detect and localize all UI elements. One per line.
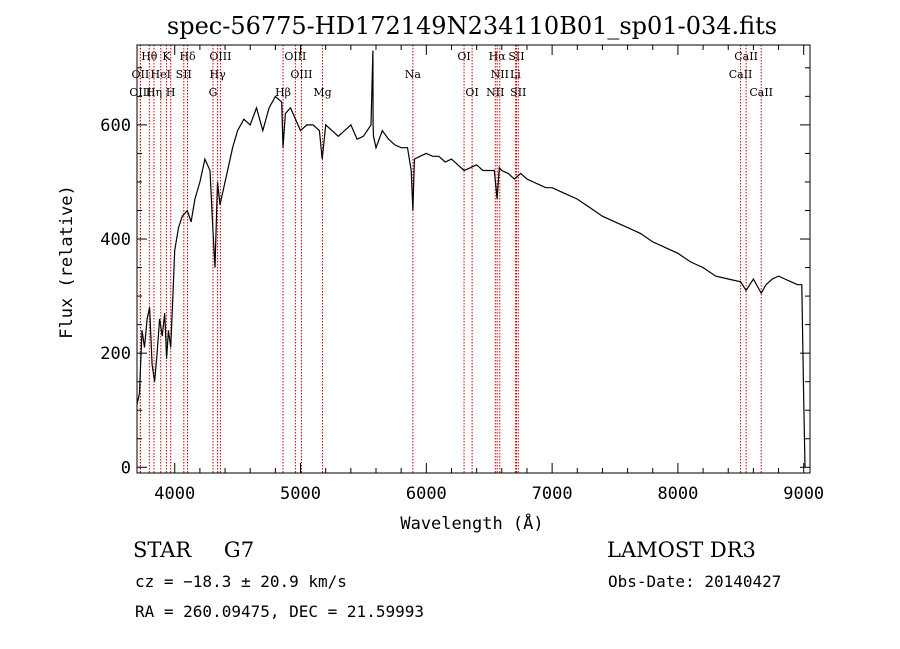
line-label: Hγ — [210, 68, 227, 81]
line-label: H — [166, 86, 176, 99]
line-label: OIII — [284, 50, 306, 63]
x-tick-label: 5000 — [280, 484, 321, 504]
line-label: CaII — [749, 86, 773, 99]
line-label: OI — [465, 86, 478, 99]
line-label: Li — [510, 68, 521, 81]
radec-text: RA = 260.09475, DEC = 21.59993 — [135, 602, 424, 621]
line-label: CaII — [734, 50, 758, 63]
line-label: Hη — [146, 86, 162, 99]
line-label: SII — [510, 86, 526, 99]
line-label: Hβ — [275, 86, 291, 99]
line-label: HeI — [151, 68, 171, 81]
line-label: SII — [176, 68, 192, 81]
y-tick-label: 600 — [100, 116, 131, 136]
object-class: STAR G7 — [133, 538, 254, 562]
line-label: OIII — [129, 86, 151, 99]
x-tick-label: 7000 — [532, 484, 573, 504]
y-tick-label: 200 — [100, 344, 131, 364]
obs-date-text: Obs-Date: 20140427 — [608, 572, 782, 591]
y-tick-label: 400 — [100, 230, 131, 250]
x-tick-label: 9000 — [783, 484, 824, 504]
line-label: OIII — [290, 68, 312, 81]
line-label: NII — [491, 68, 509, 81]
line-label: Hα — [489, 50, 507, 63]
line-label: Mg — [313, 86, 331, 99]
redshift-text: cz = −18.3 ± 20.9 km/s — [135, 572, 347, 591]
x-tick-label: 8000 — [657, 484, 698, 504]
plot-frame — [136, 44, 811, 474]
line-label: OII — [132, 68, 150, 81]
line-label: CaII — [729, 68, 753, 81]
line-label: OIII — [209, 50, 231, 63]
x-axis-label: Wavelength (Å) — [400, 512, 543, 534]
line-label: SII — [508, 50, 524, 63]
line-label: Hθ — [141, 50, 158, 63]
class-label: STAR — [133, 538, 192, 562]
spectrum-line — [136, 50, 806, 468]
line-label: Na — [405, 68, 422, 81]
line-label: G — [209, 86, 218, 99]
y-tick-label: 0 — [121, 458, 131, 478]
line-label: OI — [457, 50, 470, 63]
line-label: K — [162, 50, 171, 63]
line-label: NII — [486, 86, 504, 99]
x-tick-label: 6000 — [406, 484, 447, 504]
x-tick-label: 4000 — [154, 484, 195, 504]
line-label: Hδ — [179, 50, 196, 63]
y-axis-label: Flux (relative) — [57, 185, 77, 339]
survey-label: LAMOST DR3 — [607, 538, 756, 562]
chart-title: spec-56775-HD172149N234110B01_sp01-034.f… — [167, 12, 777, 40]
subclass-label: G7 — [223, 538, 255, 562]
